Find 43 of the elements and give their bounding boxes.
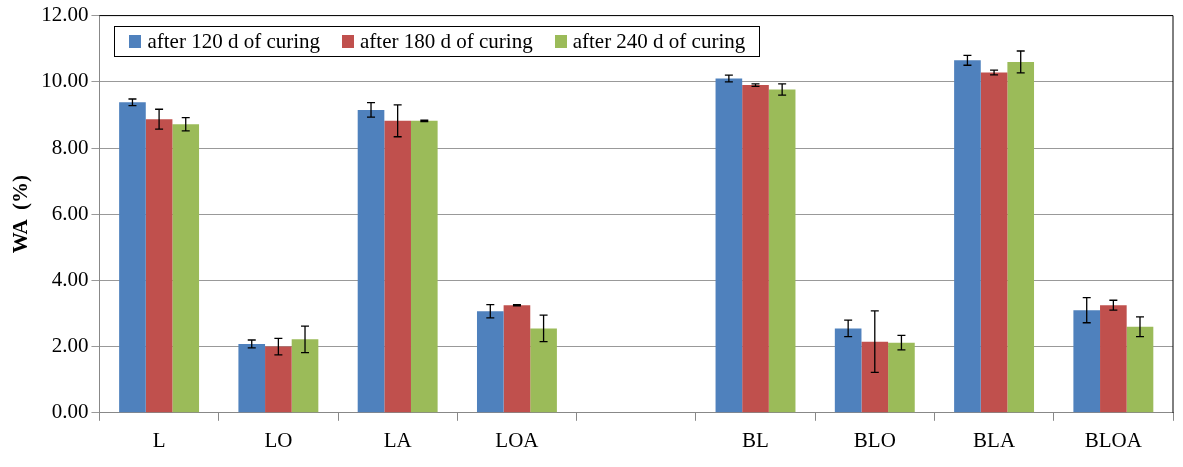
bar <box>1073 310 1101 413</box>
bar <box>384 120 411 413</box>
x-tick-label: BLA <box>973 427 1016 452</box>
y-axis-title: WA (%) <box>8 175 33 254</box>
legend-label: after 180 d of curing <box>359 28 533 54</box>
bar <box>476 311 504 413</box>
bar <box>357 109 385 413</box>
bar <box>530 328 557 413</box>
x-tick-label: BLOA <box>1084 427 1143 452</box>
bar <box>503 305 531 413</box>
bar <box>265 346 292 413</box>
y-tick-label: 6.00 <box>51 200 89 225</box>
bar <box>861 341 889 413</box>
bar <box>742 85 769 413</box>
bar <box>834 328 862 413</box>
y-tick-label: 2.00 <box>51 333 89 358</box>
x-tick-label: LOA <box>495 427 540 452</box>
bar <box>410 120 438 413</box>
bar <box>980 72 1008 413</box>
y-tick-label: 0.00 <box>51 399 89 424</box>
x-tick-label: LO <box>264 427 293 452</box>
bar <box>145 119 173 413</box>
y-tick-label: 10.00 <box>41 68 89 93</box>
legend-label: after 240 d of curing <box>571 28 746 54</box>
x-tick-label: BLO <box>853 427 896 452</box>
y-tick-label: 8.00 <box>51 134 89 159</box>
bar <box>715 78 743 413</box>
bar <box>888 342 915 413</box>
x-tick-label: LA <box>383 427 413 452</box>
bar <box>954 60 981 413</box>
bar <box>291 339 319 413</box>
x-tick-label: BL <box>742 427 769 452</box>
bar <box>172 124 200 413</box>
y-tick-label: 12.00 <box>41 2 89 27</box>
bar <box>1007 61 1035 413</box>
bar <box>238 343 266 413</box>
bar <box>768 89 796 413</box>
bar <box>1126 326 1154 413</box>
bar <box>119 102 146 413</box>
y-tick-label: 4.00 <box>51 266 89 291</box>
bar <box>1100 305 1127 413</box>
x-tick-label: L <box>152 427 166 452</box>
legend-label: after 120 d of curing <box>146 28 321 54</box>
